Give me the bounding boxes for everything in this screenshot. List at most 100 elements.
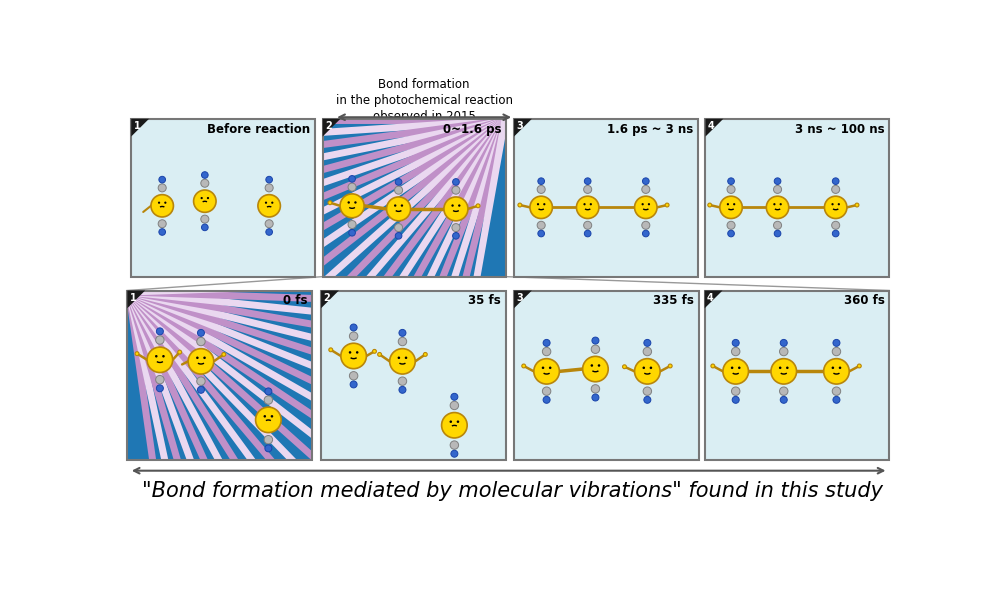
Circle shape [258, 195, 280, 217]
Circle shape [201, 197, 203, 199]
Circle shape [592, 337, 599, 344]
Bar [131, 119, 315, 276]
Bar [127, 290, 312, 460]
Circle shape [731, 387, 740, 396]
Text: 35 fs: 35 fs [468, 295, 501, 307]
Circle shape [766, 196, 789, 218]
Text: 335 fs: 335 fs [653, 295, 694, 307]
Circle shape [530, 196, 552, 218]
Circle shape [832, 231, 839, 237]
Circle shape [394, 204, 396, 207]
Circle shape [583, 203, 586, 205]
Circle shape [188, 348, 214, 374]
Circle shape [349, 351, 351, 354]
Circle shape [271, 415, 273, 417]
Bar [131, 119, 315, 276]
Bar [127, 290, 312, 460]
Circle shape [542, 367, 544, 369]
Circle shape [824, 359, 849, 384]
Circle shape [732, 396, 739, 404]
Circle shape [457, 420, 459, 423]
Circle shape [356, 351, 358, 354]
Circle shape [773, 203, 776, 205]
Bar [321, 290, 506, 460]
Circle shape [728, 178, 734, 185]
Circle shape [857, 364, 861, 368]
Circle shape [665, 203, 669, 207]
Circle shape [543, 339, 550, 347]
Circle shape [635, 196, 657, 218]
Circle shape [450, 420, 452, 423]
Circle shape [156, 336, 164, 344]
Circle shape [201, 172, 208, 178]
Circle shape [196, 356, 199, 359]
Circle shape [159, 176, 166, 183]
Circle shape [832, 185, 840, 194]
Circle shape [476, 204, 480, 208]
Circle shape [708, 203, 712, 207]
Circle shape [727, 221, 735, 229]
Circle shape [399, 329, 406, 336]
Circle shape [156, 376, 164, 384]
Circle shape [194, 190, 216, 212]
Circle shape [197, 338, 205, 345]
Circle shape [786, 367, 789, 369]
Circle shape [832, 178, 839, 185]
Circle shape [711, 364, 715, 368]
Circle shape [538, 231, 545, 237]
Text: 0~1.6 ps: 0~1.6 ps [443, 123, 502, 136]
Text: 4: 4 [708, 121, 715, 131]
Text: 3 ns ~ 100 ns: 3 ns ~ 100 ns [795, 123, 884, 136]
Circle shape [635, 359, 660, 384]
Circle shape [398, 356, 400, 359]
Circle shape [201, 215, 209, 223]
Circle shape [598, 364, 600, 367]
Circle shape [423, 353, 427, 356]
Circle shape [833, 339, 840, 347]
Polygon shape [321, 290, 339, 308]
Circle shape [395, 178, 402, 185]
Circle shape [378, 353, 382, 356]
Circle shape [256, 407, 281, 433]
Circle shape [197, 329, 204, 336]
Circle shape [373, 350, 376, 353]
Bar [705, 119, 889, 276]
Text: "Bond formation mediated by molecular vibrations" found in this study: "Bond formation mediated by molecular vi… [142, 481, 883, 501]
Circle shape [390, 348, 415, 374]
Circle shape [643, 387, 652, 396]
Circle shape [644, 339, 651, 347]
Circle shape [542, 347, 551, 356]
Circle shape [349, 371, 358, 380]
Circle shape [265, 445, 272, 452]
Circle shape [771, 359, 797, 384]
Circle shape [642, 231, 649, 237]
Text: 1: 1 [130, 293, 136, 303]
Circle shape [399, 387, 406, 393]
Circle shape [518, 203, 522, 207]
Circle shape [538, 178, 545, 185]
Circle shape [832, 367, 834, 369]
Polygon shape [705, 290, 723, 308]
Text: 2: 2 [323, 293, 330, 303]
Circle shape [642, 178, 649, 185]
Circle shape [590, 203, 592, 205]
Circle shape [156, 385, 163, 392]
Circle shape [727, 203, 729, 205]
Circle shape [452, 186, 460, 194]
Circle shape [591, 364, 593, 367]
Circle shape [158, 201, 160, 204]
Circle shape [542, 387, 551, 396]
Circle shape [401, 204, 403, 207]
Circle shape [348, 220, 356, 229]
Circle shape [197, 387, 204, 393]
Bar [705, 290, 889, 460]
Circle shape [349, 332, 358, 341]
Circle shape [731, 367, 733, 369]
Circle shape [395, 224, 403, 232]
Circle shape [201, 179, 209, 188]
Polygon shape [705, 119, 723, 137]
Circle shape [731, 347, 740, 356]
Circle shape [264, 396, 273, 404]
Circle shape [395, 186, 403, 194]
Circle shape [452, 224, 460, 232]
